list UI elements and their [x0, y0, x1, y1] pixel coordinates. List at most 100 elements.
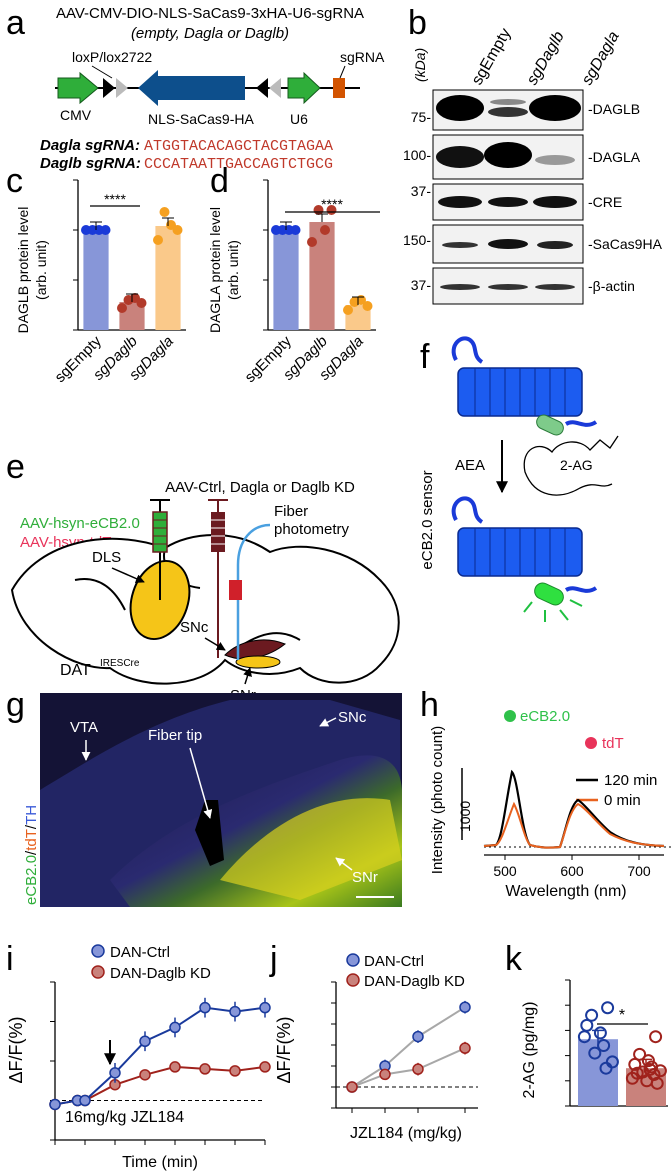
- panel-letter-f: f: [420, 338, 430, 376]
- band: [488, 107, 528, 117]
- i-xlabel: Time (min): [122, 1154, 198, 1171]
- band: [529, 95, 581, 121]
- e-virus-ecb: AAV-hsyn-eCB2.0: [20, 515, 140, 532]
- lox2722-icon: [116, 78, 128, 98]
- j-xlabel: JZL184 (mg/kg): [350, 1125, 462, 1142]
- j-ylabel: ΔF/F(%): [274, 1016, 294, 1083]
- data-point: [346, 1081, 358, 1093]
- mw-actin: 37-: [411, 277, 432, 293]
- j-legend-kd-icon: [346, 973, 360, 987]
- sgrna-icon: [333, 78, 345, 98]
- data-point: [650, 1076, 664, 1090]
- band: [436, 95, 484, 121]
- c-sig: ****: [104, 191, 126, 207]
- d-ylabel-1: DAGLA protein level: [207, 207, 223, 333]
- data-point: [601, 1001, 615, 1015]
- series-line: [351, 1006, 466, 1088]
- h-leg-0: 0 min: [604, 792, 641, 809]
- band: [535, 284, 575, 290]
- data-point: [229, 1005, 241, 1018]
- data-point: [362, 301, 373, 311]
- data-point: [379, 1068, 391, 1081]
- e-fiber-1: Fiber: [274, 503, 308, 520]
- h-leg-120: 120 min: [604, 772, 657, 789]
- g-snr: SNr: [352, 869, 378, 886]
- i-annotation: 16mg/kg JZL184: [65, 1109, 184, 1126]
- panel-g: VTA Fiber tip SNc SNr eCB2.0/tdT/TH: [23, 693, 402, 907]
- panel-letter-d: d: [210, 162, 229, 200]
- data-point: [169, 1061, 181, 1073]
- data-point: [459, 1042, 471, 1054]
- bar: [578, 1039, 618, 1106]
- e-dat-sup: IRESCre: [100, 658, 140, 669]
- lane-label-sgdaglb: sgDaglb: [524, 29, 568, 88]
- bar: [83, 230, 109, 330]
- panel-letters: a b c d e f g h i j k: [6, 4, 523, 978]
- data-point: [643, 1062, 657, 1076]
- f-aea: AEA: [455, 457, 485, 474]
- h-xtick-label: 600: [560, 863, 584, 879]
- dagla-sgrna-name: Dagla sgRNA:: [40, 137, 140, 154]
- chart-i: [49, 981, 271, 1145]
- data-point: [343, 305, 353, 315]
- series-line: [351, 1047, 466, 1088]
- daglb-sgrna-name: Daglb sgRNA:: [40, 155, 141, 172]
- data-point: [412, 1030, 424, 1043]
- c-terminus: [564, 586, 598, 593]
- i-ylabel: ΔF/F(%): [6, 1016, 26, 1083]
- panel-letter-g: g: [6, 686, 25, 724]
- cpgfp-dark: [536, 414, 564, 436]
- syringe-ko: [211, 512, 225, 552]
- panel-j: ΔF/F(%) DAN-Ctrl DAN-Daglb KD JZL184 (mg…: [274, 953, 478, 1142]
- band: [488, 197, 528, 207]
- h-xtick-label: 500: [493, 863, 517, 879]
- panel-letter-j: j: [269, 940, 278, 978]
- cmv-promoter-icon: [57, 71, 99, 105]
- e-fiber-2: photometry: [274, 521, 350, 538]
- syringe-ecb: [152, 511, 168, 553]
- sgrna-label: sgRNA: [340, 49, 385, 65]
- data-point: [599, 1061, 613, 1075]
- data-point: [100, 225, 111, 235]
- stain-sep-2: /: [23, 824, 40, 829]
- data-point: [307, 237, 317, 247]
- receptor-top: [457, 367, 583, 417]
- snr-arrow: [243, 667, 252, 685]
- j-legend-ctrl: DAN-Ctrl: [364, 953, 424, 970]
- blot-label-cre: -CRE: [588, 194, 622, 210]
- band: [484, 142, 532, 168]
- loxp-icon: [103, 78, 115, 98]
- data-point: [628, 1057, 642, 1071]
- loxp-rev-icon: [256, 78, 268, 98]
- k-ylabel: 2-AG (pg/mg): [521, 1002, 538, 1099]
- data-point: [109, 1067, 121, 1079]
- k-sig: *: [619, 1007, 625, 1024]
- n-terminus: [451, 496, 484, 524]
- panel-c: DAGLB protein level (arb. unit) sgEmptys…: [15, 179, 186, 386]
- series-line: [54, 1006, 266, 1106]
- lane-label-sgdagla: sgDagla: [579, 29, 623, 88]
- data-point: [139, 1035, 151, 1047]
- i-legend-kd-icon: [91, 965, 105, 979]
- cas9-gene-icon: [138, 70, 245, 106]
- h-xtick-label: 700: [627, 863, 651, 879]
- data-point: [588, 1046, 602, 1060]
- data-point: [117, 303, 127, 313]
- panel-h: eCB2.0 tdT 120 min 0 min Intensity (phot…: [429, 708, 672, 900]
- h-scale: 1000: [457, 801, 473, 832]
- blot-label-actin: -β-actin: [588, 278, 635, 294]
- band: [537, 241, 573, 249]
- bar: [273, 230, 299, 330]
- blot-label-sacas9: -SaCas9HA: [588, 236, 663, 252]
- lox-pointer: [91, 65, 113, 79]
- panel-d: DAGLA protein level (arb. unit) sgEmptys…: [207, 179, 380, 386]
- h-tdt: tdT: [602, 735, 624, 752]
- data-point: [630, 1066, 644, 1080]
- brain-outline: [10, 534, 400, 685]
- data-point: [259, 1001, 271, 1014]
- stain-blue: TH: [23, 805, 40, 825]
- data-point: [136, 298, 147, 308]
- cmv-label: CMV: [60, 107, 92, 123]
- data-point: [169, 1021, 181, 1034]
